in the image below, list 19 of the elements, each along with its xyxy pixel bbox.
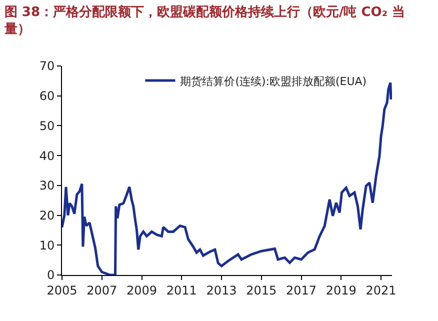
x-tick-label: 2005 xyxy=(46,283,78,298)
x-tick-label: 2019 xyxy=(326,283,356,298)
x-tick-label: 2013 xyxy=(206,283,237,298)
x-tick-label: 2017 xyxy=(286,283,317,298)
chart-title: 图 38：严格分配限额下，欧盟碳配额价格持续上行（欧元/吨 CO₂ 当量） xyxy=(3,4,406,37)
y-tick-label: 20 xyxy=(39,208,55,222)
y-tick-label: 0 xyxy=(46,268,55,282)
x-tick-label: 2011 xyxy=(166,283,197,298)
x-tick-label: 2021 xyxy=(366,283,396,298)
x-tick-label: 2007 xyxy=(86,283,118,298)
y-tick-label: 70 xyxy=(39,59,55,74)
y-tick-label: 40 xyxy=(39,148,55,163)
y-tick-label: 10 xyxy=(39,238,55,252)
y-tick-label: 30 xyxy=(39,178,55,193)
legend-label: 期货结算价(连续):欧盟排放配额(EUA) xyxy=(180,74,367,88)
y-tick-label: 50 xyxy=(39,118,55,133)
y-tick-label: 60 xyxy=(39,89,55,104)
x-tick-label: 2009 xyxy=(126,283,158,298)
x-tick-label: 2015 xyxy=(246,283,277,298)
